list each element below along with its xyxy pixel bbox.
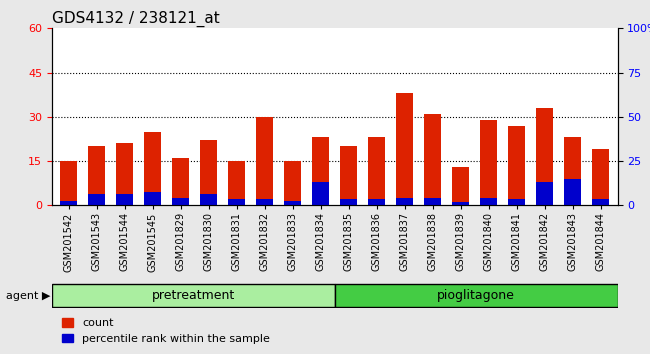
Bar [396,198,413,205]
Bar [228,161,245,205]
Text: pioglitagone: pioglitagone [437,289,515,302]
Bar [88,194,105,205]
Bar [172,158,189,205]
Bar [116,194,133,205]
Bar [369,137,385,205]
Bar [256,117,273,205]
Bar [424,198,441,205]
Bar [592,199,609,205]
Bar [200,194,217,205]
Bar [536,182,553,205]
Bar [592,149,609,205]
Bar [396,93,413,205]
Bar [60,201,77,205]
Bar [564,137,581,205]
Text: agent ▶: agent ▶ [6,291,51,301]
Bar [341,199,357,205]
Bar [284,201,301,205]
Bar [228,199,245,205]
Bar [144,132,161,205]
Bar [88,146,105,205]
Bar [564,179,581,205]
Bar [172,198,189,205]
Bar [452,202,469,205]
Bar [144,192,161,205]
Bar [424,114,441,205]
FancyBboxPatch shape [335,285,618,307]
Bar [452,167,469,205]
Bar [341,146,357,205]
Bar [313,137,329,205]
Bar [480,120,497,205]
Bar [60,161,77,205]
Text: GDS4132 / 238121_at: GDS4132 / 238121_at [52,11,220,27]
Bar [116,143,133,205]
Legend: count, percentile rank within the sample: count, percentile rank within the sample [58,314,274,348]
Bar [480,198,497,205]
Bar [313,182,329,205]
Bar [369,199,385,205]
Bar [284,161,301,205]
Text: pretreatment: pretreatment [151,289,235,302]
Bar [536,108,553,205]
Bar [200,141,217,205]
Bar [508,126,525,205]
Bar [508,199,525,205]
FancyBboxPatch shape [52,285,335,307]
Bar [256,199,273,205]
